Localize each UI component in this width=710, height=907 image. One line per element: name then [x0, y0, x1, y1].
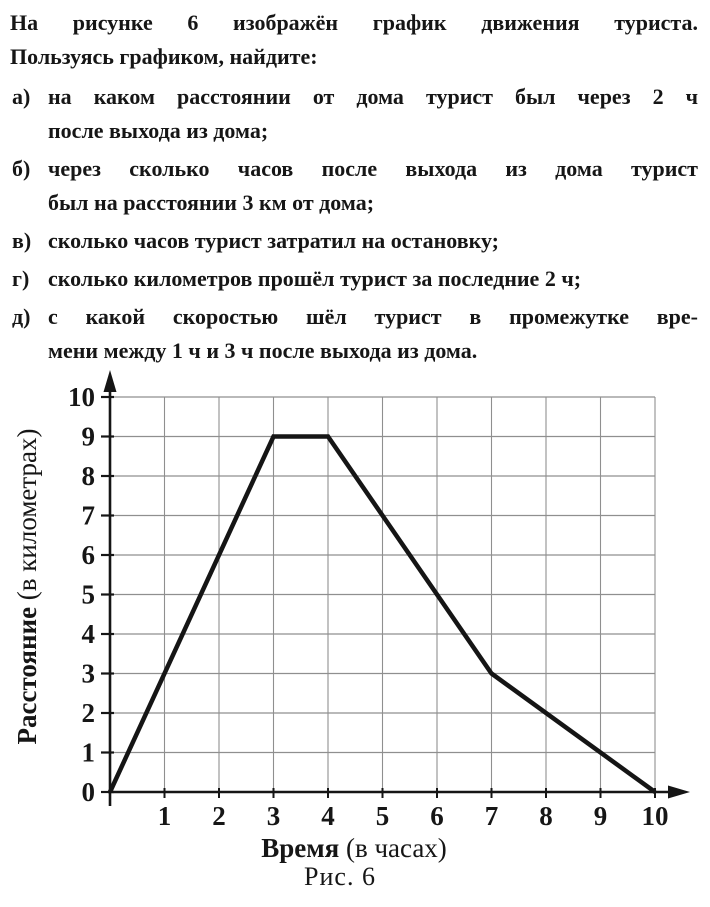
- item-body: с какой скоростью шёл турист в промежутк…: [48, 300, 698, 368]
- x-tick-label: 5: [376, 801, 390, 831]
- problem-item: г) сколько километров прошёл турист за по…: [10, 262, 698, 296]
- item-body: через сколько часов после выхода из дома…: [48, 152, 698, 220]
- item-label: в): [12, 228, 32, 253]
- y-tick-label: 7: [82, 501, 96, 531]
- y-tick-label: 2: [82, 698, 96, 728]
- x-axis-arrow: [668, 785, 690, 799]
- item-line: сколько часов турист затратил на останов…: [48, 228, 499, 253]
- y-tick-label: 4: [82, 619, 96, 649]
- item-label: г): [12, 266, 30, 291]
- x-tick-label: 9: [594, 801, 608, 831]
- item-line: сколько километров прошёл турист за посл…: [48, 266, 582, 291]
- y-tick-label: 9: [82, 422, 96, 452]
- problem-item: б) через сколько часов после выхода из до…: [10, 152, 698, 220]
- x-tick-label: 4: [321, 801, 335, 831]
- item-line: был на расстоянии 3 км от дома;: [48, 190, 375, 215]
- x-tick-label: 8: [539, 801, 553, 831]
- y-tick-label: 6: [82, 540, 96, 570]
- y-tick-label: 10: [68, 382, 95, 412]
- x-tick-label: 6: [430, 801, 444, 831]
- problem-items: а) на каком расстоянии от дома турист был…: [10, 80, 698, 368]
- y-tick-label: 0: [82, 777, 96, 807]
- x-axis-title: Время (в часах): [261, 833, 447, 863]
- intro-line: Пользуясь графиком, найдите:: [10, 44, 318, 69]
- y-axis-title: Расстояние (в километрах): [12, 428, 42, 744]
- y-axis-title-rest: (в километрах): [12, 428, 42, 606]
- x-tick-label: 7: [485, 801, 499, 831]
- item-body: сколько километров прошёл турист за посл…: [48, 262, 698, 296]
- item-line: мени между 1 ч и 3 ч после выхода из дом…: [48, 338, 478, 363]
- x-tick-label: 3: [267, 801, 281, 831]
- x-axis-title-bold: Время: [261, 833, 339, 863]
- problem-item: д) с какой скоростью шёл турист в промежу…: [10, 300, 698, 368]
- distance-line: [107, 434, 657, 794]
- intro-line: На рисунке 6 изображён график движения т…: [10, 10, 698, 35]
- y-axis-arrow: [103, 370, 117, 392]
- x-tick-label: 2: [212, 801, 226, 831]
- x-tick-label: 1: [158, 801, 172, 831]
- y-axis-title-bold: Расстояние: [12, 607, 42, 745]
- problem-item: в) сколько часов турист затратил на остан…: [10, 224, 698, 258]
- problem-item: а) на каком расстоянии от дома турист был…: [10, 80, 698, 148]
- item-line: на каком расстоянии от дома турист был ч…: [48, 84, 698, 109]
- x-tick-label: 10: [642, 801, 669, 831]
- y-tick-label: 5: [82, 580, 96, 610]
- item-line: после выхода из дома;: [48, 118, 269, 143]
- y-tick-label: 3: [82, 659, 96, 689]
- item-line: через сколько часов после выхода из дома…: [48, 156, 698, 181]
- distance-time-chart: 1 2 3 4 5 6 7 8 9 10 0 1 2 3 4 5 6 7 8 9 10 Расстояние (в кил…: [0, 368, 710, 868]
- item-body: на каком расстоянии от дома турист был ч…: [48, 80, 698, 148]
- item-body: сколько часов турист затратил на останов…: [48, 224, 698, 258]
- figure-caption: Рис. 6: [304, 862, 376, 891]
- problem-statement: На рисунке 6 изображён график движения т…: [0, 0, 710, 368]
- problem-intro: На рисунке 6 изображён график движения т…: [10, 6, 698, 74]
- x-axis-title-rest: (в часах): [339, 833, 447, 863]
- item-label: а): [12, 84, 31, 109]
- item-line: с какой скоростью шёл турист в промежутк…: [48, 304, 698, 329]
- y-tick-label: 8: [82, 461, 96, 491]
- y-tick-label: 1: [82, 738, 96, 768]
- line-chart-svg: 1 2 3 4 5 6 7 8 9 10 0 1 2 3 4 5 6 7 8 9 10 Расстояние (в кил…: [12, 370, 690, 863]
- item-label: б): [12, 156, 31, 181]
- item-label: д): [12, 304, 31, 329]
